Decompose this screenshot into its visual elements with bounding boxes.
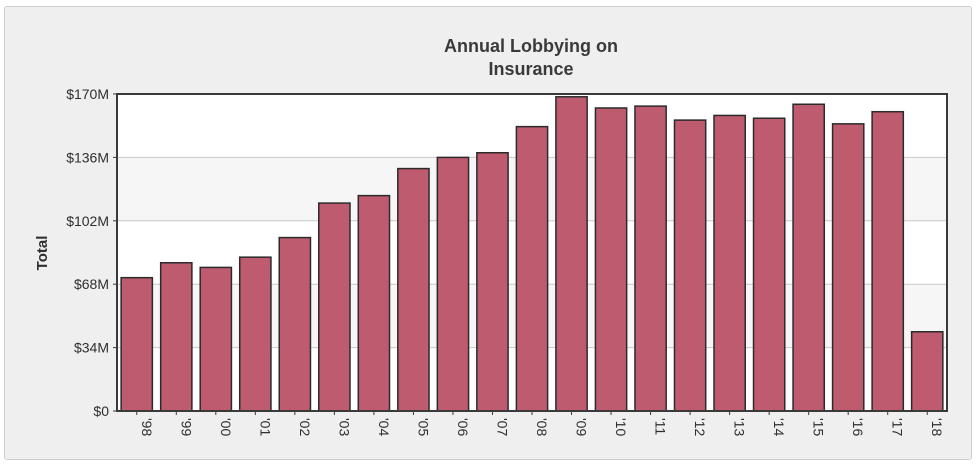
- x-tick-label: '06: [455, 418, 471, 436]
- bar[interactable]: [397, 167, 430, 412]
- x-tick-label: '15: [811, 418, 827, 436]
- x-tick-label: '14: [771, 418, 787, 436]
- y-tick-label: $136M: [66, 149, 109, 165]
- bar[interactable]: [713, 114, 746, 412]
- y-tick-label: $102M: [66, 213, 109, 229]
- x-tick-label: '05: [415, 418, 431, 436]
- x-tick-label: '07: [494, 418, 510, 436]
- x-tick-label: '02: [297, 418, 313, 436]
- bar[interactable]: [476, 151, 509, 412]
- bar[interactable]: [515, 125, 549, 412]
- bar[interactable]: [871, 110, 905, 412]
- bar[interactable]: [752, 117, 786, 412]
- x-tick-label: '10: [613, 418, 629, 436]
- bar[interactable]: [238, 256, 272, 412]
- bar[interactable]: [792, 103, 826, 412]
- x-tick-label: '16: [850, 418, 866, 436]
- bar[interactable]: [436, 156, 470, 412]
- bar[interactable]: [831, 123, 865, 412]
- y-tick-label: $170M: [66, 86, 109, 102]
- x-tick-label: '01: [257, 418, 273, 436]
- x-tick-label: '12: [692, 418, 708, 436]
- bar[interactable]: [555, 96, 588, 412]
- bar[interactable]: [318, 202, 351, 412]
- y-axis-label: Total: [34, 236, 51, 271]
- chart-title-line-1: Annual Lobbying on: [444, 36, 618, 56]
- y-tick-label: $0: [93, 403, 109, 419]
- x-tick-label: '08: [534, 418, 550, 436]
- x-tick-label: '11: [653, 418, 669, 435]
- x-tick-label: '04: [376, 418, 392, 436]
- bar[interactable]: [120, 276, 154, 412]
- y-axis: $0 $34M $68M $102M $136M $170M: [66, 86, 117, 419]
- x-tick-label: '03: [336, 418, 352, 436]
- bar[interactable]: [357, 194, 391, 412]
- x-tick-label: '17: [890, 418, 906, 436]
- bar[interactable]: [199, 266, 233, 412]
- x-tick-label: '98: [139, 418, 155, 436]
- x-tick-label: '99: [178, 418, 194, 436]
- bar[interactable]: [910, 331, 944, 412]
- bar[interactable]: [159, 262, 193, 412]
- bar[interactable]: [594, 107, 628, 412]
- bar[interactable]: [673, 119, 707, 412]
- x-tick-label: '00: [218, 418, 234, 436]
- y-tick-label: $68M: [74, 276, 109, 292]
- x-tick-label: '13: [732, 418, 748, 436]
- bar[interactable]: [634, 105, 667, 412]
- bar[interactable]: [278, 236, 312, 412]
- x-tick-label: '09: [574, 418, 590, 436]
- y-tick-label: $34M: [74, 340, 109, 356]
- x-tick-label: '18: [929, 418, 945, 436]
- x-axis: '98 '99 '00 '01 '02 '03 '04 '05 '06 '07 '08 '09 '10 '…: [136, 411, 945, 436]
- chart-title-line-2: Insurance: [488, 59, 573, 79]
- bars: [120, 96, 944, 412]
